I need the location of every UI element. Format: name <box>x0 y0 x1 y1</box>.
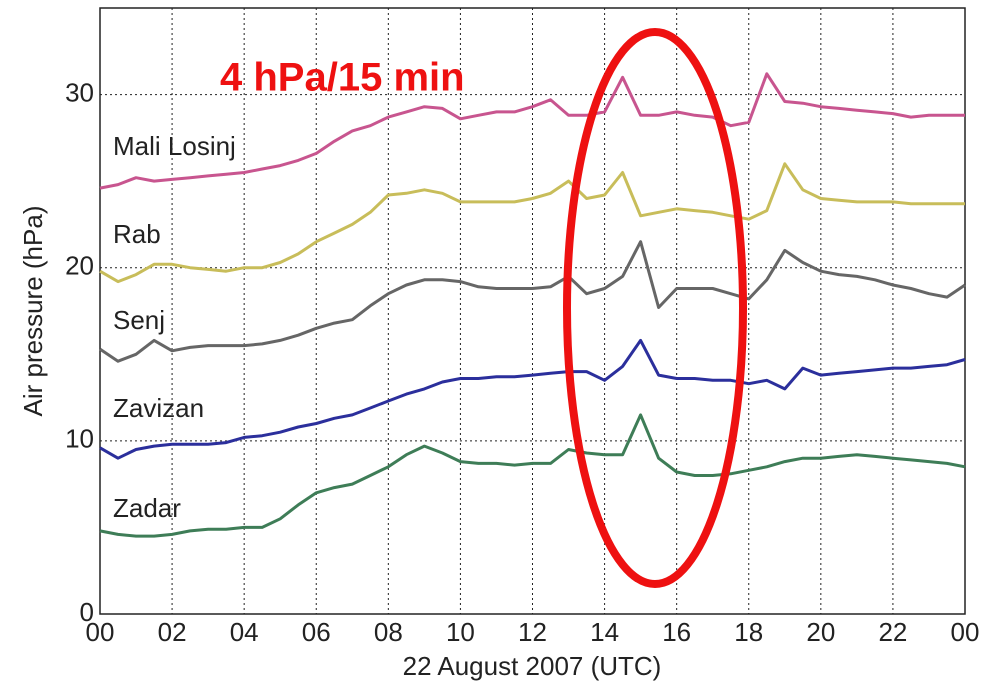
x-tick-label: 10 <box>446 617 475 647</box>
x-tick-label: 18 <box>734 617 763 647</box>
x-axis-label: 22 August 2007 (UTC) <box>403 651 662 681</box>
series-label: Mali Losinj <box>113 131 236 161</box>
series-line <box>99 240 966 363</box>
x-tick-label: 00 <box>86 617 115 647</box>
series-label: Zavizan <box>113 393 204 423</box>
x-tick-label: 16 <box>662 617 691 647</box>
series-line <box>99 413 966 538</box>
y-tick-label: 20 <box>65 251 94 281</box>
x-tick-label: 06 <box>302 617 331 647</box>
x-tick-label: 04 <box>230 617 259 647</box>
x-tick-label: 12 <box>518 617 547 647</box>
x-tick-label: 14 <box>590 617 619 647</box>
x-tick-label: 02 <box>158 617 187 647</box>
y-tick-label: 0 <box>80 597 94 627</box>
x-tick-label: 08 <box>374 617 403 647</box>
y-tick-label: 10 <box>65 424 94 454</box>
series-label: Rab <box>113 219 161 249</box>
series-label: Zadar <box>113 493 181 523</box>
series-line <box>99 72 965 190</box>
y-tick-label: 30 <box>65 77 94 107</box>
x-tick-label: 20 <box>806 617 835 647</box>
series-line <box>99 338 966 460</box>
annotation: 4 hPa/15 min <box>220 56 465 100</box>
series-label: Senj <box>113 305 165 335</box>
x-tick-label: 00 <box>951 617 980 647</box>
x-tick-label: 22 <box>878 617 907 647</box>
y-axis-label: Air pressure (hPa) <box>18 206 48 417</box>
highlight-ellipse <box>563 28 747 588</box>
series-line <box>99 162 965 284</box>
